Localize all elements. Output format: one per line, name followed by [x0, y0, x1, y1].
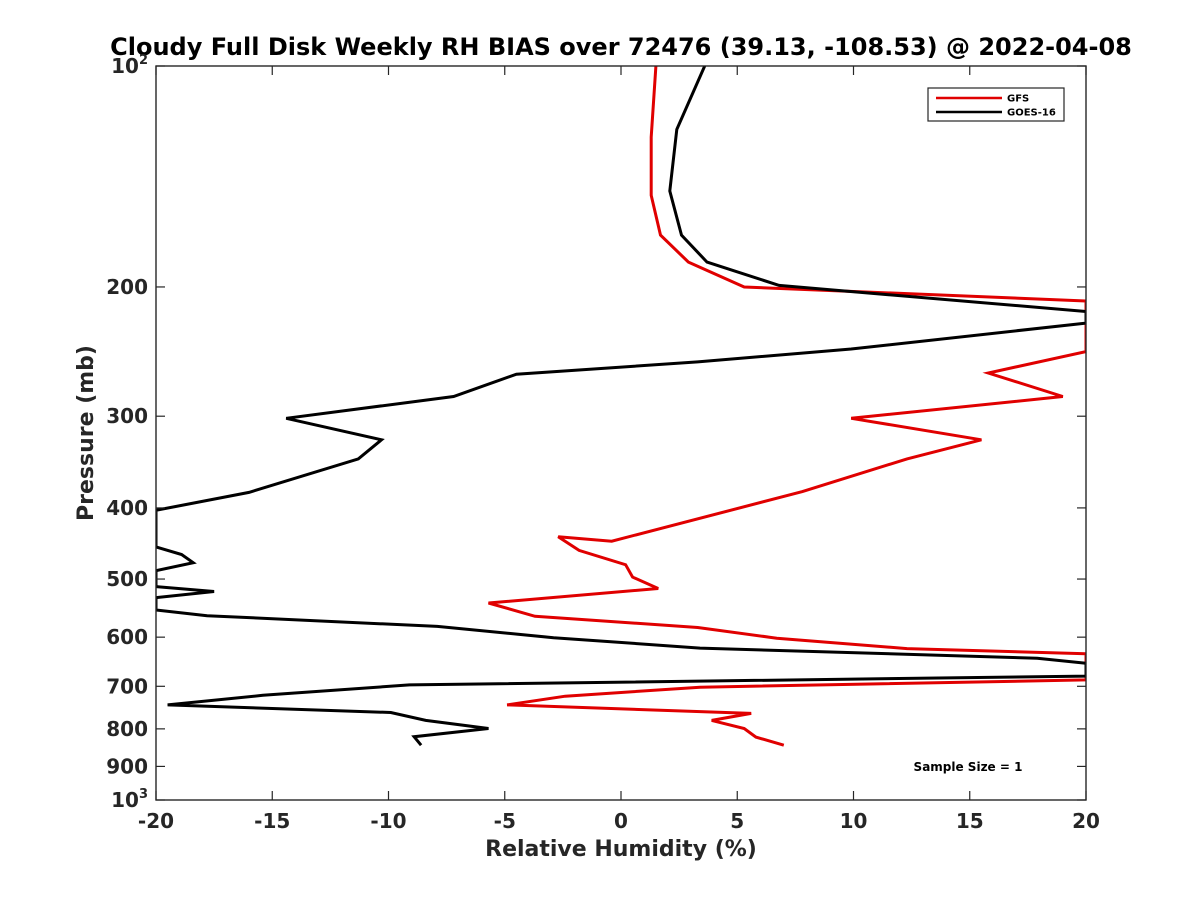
y-tick-label: 300: [106, 404, 148, 428]
y-tick-label: 800: [106, 717, 148, 741]
series-line-gfs: [488, 66, 1086, 747]
y-tick-label: 400: [106, 496, 148, 520]
y-tick-label: 500: [106, 567, 148, 591]
x-axis: -20 -15 -10 -5 0 5 10 15 20: [138, 66, 1100, 833]
series-line-goes16: [156, 66, 1086, 747]
x-tick-label: 15: [956, 809, 984, 833]
y-tick-label: 103: [111, 787, 148, 812]
sample-size-annotation: Sample Size = 1: [914, 760, 1023, 774]
chart-title: Cloudy Full Disk Weekly RH BIAS over 724…: [110, 33, 1132, 61]
x-tick-label: 10: [840, 809, 868, 833]
y-axis: 102 200 300 400 500 600 700 800 900 103: [106, 53, 1086, 812]
x-tick-label: 5: [730, 809, 744, 833]
legend: GFS GOES-16: [927, 87, 1065, 122]
y-tick-label: 900: [106, 754, 148, 778]
x-tick-label: -20: [138, 809, 174, 833]
x-axis-label: Relative Humidity (%): [485, 837, 757, 862]
y-tick-label: 200: [106, 275, 148, 299]
x-tick-label: -5: [494, 809, 516, 833]
y-tick-label: 600: [106, 625, 148, 649]
y-axis-label: Pressure (mb): [74, 345, 99, 521]
x-tick-label: 0: [614, 809, 628, 833]
legend-label-gfs: GFS: [1007, 94, 1029, 105]
series-layer: [156, 66, 1086, 747]
x-tick-label: -15: [254, 809, 290, 833]
x-tick-label: 20: [1072, 809, 1100, 833]
legend-box: [927, 87, 1065, 122]
y-tick-label: 102: [111, 53, 148, 78]
x-tick-label: -10: [370, 809, 406, 833]
y-tick-label: 700: [106, 674, 148, 698]
legend-label-goes16: GOES-16: [1007, 108, 1056, 119]
